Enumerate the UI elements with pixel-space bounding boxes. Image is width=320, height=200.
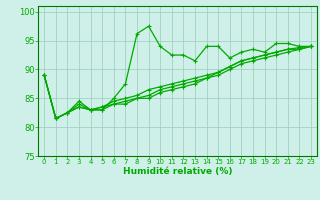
- X-axis label: Humidité relative (%): Humidité relative (%): [123, 167, 232, 176]
